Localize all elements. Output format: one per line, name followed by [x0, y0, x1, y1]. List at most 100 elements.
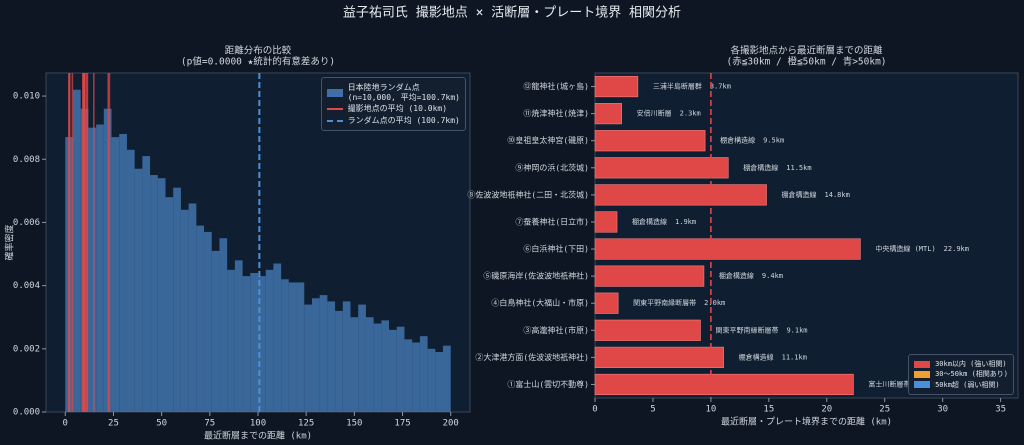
value-label: 14.8km [825, 191, 850, 199]
histogram-bar [219, 238, 228, 412]
value-label: 9.5km [763, 137, 784, 145]
y-tick-label: 0.002 [13, 344, 40, 354]
histogram-bar [196, 225, 205, 412]
legend-item: 日本陸地ランダム点 (n=10,000, 平均=100.7km) [326, 83, 460, 102]
bar [594, 319, 701, 341]
fault-name: 三浦半島断層群 [653, 82, 702, 91]
x-tick-label: 20 [821, 405, 832, 415]
y-tick-label: ⑥白浜神社(下田) [523, 244, 589, 254]
histogram-bar [281, 279, 289, 412]
value-label: 22.9km [944, 245, 969, 253]
histogram-bar [396, 326, 405, 412]
legend-label: 50km超 (弱い相関) [935, 380, 1000, 389]
fault-name: 安倍川断層 [637, 109, 672, 118]
x-axis-label: 最近断層までの距離 (km) [204, 430, 312, 442]
y-tick-label: ③高瀧神社(市原) [523, 325, 589, 335]
bar-label: 関東平野南縁断層帯 2.0km [633, 298, 725, 307]
histogram-bar [342, 301, 351, 412]
bar [594, 346, 724, 368]
histogram-bar [273, 263, 282, 412]
bar [594, 292, 619, 314]
bar [594, 130, 706, 152]
value-label: 9.1km [786, 326, 807, 334]
histogram-bar [427, 348, 436, 412]
histogram-bar [173, 187, 181, 412]
y-tick-label: ⑨神岡の浜(北茨城) [515, 162, 589, 172]
legend-swatch [914, 381, 931, 389]
x-tick-label: 10 [705, 405, 716, 415]
x-tick-label: 25 [108, 419, 119, 429]
histogram-bar [443, 345, 451, 412]
bar-label: 三浦半島断層群 3.7km [653, 82, 731, 91]
legend-label: 撮影地点の平均 (10.0km) [347, 104, 448, 114]
x-tick-label: 100 [250, 419, 266, 429]
histogram-bar [234, 260, 243, 412]
y-tick-label: 0.006 [13, 218, 40, 228]
chart-title: 各撮影地点から最近断層までの距離 [730, 45, 883, 57]
x-axis-label: 最近断層・プレート境界までの距離 (km) [721, 416, 892, 428]
bar [594, 75, 639, 98]
y-tick-label: ⑩皇祖皇太神宮(磯原) [507, 135, 589, 145]
legend-label: 30km以内 (強い相関) [935, 359, 1007, 368]
histogram-bar [142, 156, 151, 412]
fault-name: 棚倉構造線 [719, 271, 754, 280]
legend-swatch [914, 360, 931, 368]
histogram-bar [319, 295, 328, 412]
histogram-bar [365, 317, 374, 412]
x-tick-label: 0 [63, 419, 68, 429]
bar-label: 棚倉構造線 11.1km [739, 352, 807, 361]
y-tick-label: ②大津港方面(佐波波地祇神社) [475, 352, 589, 362]
x-tick-label: 15 [763, 405, 774, 415]
histogram-bar [119, 133, 127, 412]
bar-label: 棚倉構造線 1.9km [632, 217, 696, 226]
x-tick-label: 5 [650, 405, 655, 415]
y-tick-label: ④白鳥神社(大福山・市原) [491, 298, 589, 308]
histogram-bar [288, 282, 297, 412]
histogram-bar [157, 178, 166, 412]
legend-label: ランダム点の平均 (100.7km) [347, 115, 460, 125]
legend: 日本陸地ランダム点 (n=10,000, 平均=100.7km) 撮影地点の平均 … [320, 77, 466, 132]
x-tick-label: 0 [592, 405, 597, 415]
bar [594, 265, 705, 287]
x-tick-label: 50 [156, 419, 167, 429]
fault-name: 中央構造線 (MTL) [875, 244, 935, 253]
fault-name: 棚倉構造線 [739, 352, 774, 361]
fault-name: 棚倉構造線 [720, 136, 755, 145]
y-axis-label: 確率密度 [4, 224, 16, 260]
bar [594, 373, 854, 396]
figure-title: 益子祐司氏 撮影地点 × 活断層・プレート境界 相関分析 [343, 5, 681, 21]
legend-item: ランダム点の平均 (100.7km) [326, 115, 460, 126]
legend-item: 30km以内 (強い相関) [914, 360, 1008, 368]
y-tick-label: 0.010 [13, 92, 40, 102]
y-tick-label: ⑤磯原海岸(佐波波地祇神社) [483, 271, 589, 281]
value-label: 2.0km [704, 299, 725, 307]
y-tick-label: ⑫龍神社(城ヶ島) [523, 81, 589, 91]
y-tick-label: ⑧佐波波地祇神社(二田・北茨城) [467, 189, 589, 199]
y-tick-label: 0.000 [13, 408, 40, 418]
histogram-bar [404, 339, 413, 412]
legend-item: 30〜50km (相関あり) [914, 370, 1008, 378]
histogram-bar [96, 124, 104, 412]
x-tick-label: 75 [204, 419, 215, 429]
x-tick-label: 25 [879, 405, 890, 415]
bar [594, 211, 618, 233]
y-tick-label: 0.008 [13, 155, 40, 165]
bar [594, 238, 861, 260]
bar-label: 棚倉構造線 14.8km [782, 190, 850, 199]
legend: 30km以内 (強い相関) 30〜50km (相関あり) 50km超 (弱い相関) [908, 353, 1014, 395]
histogram-bar [88, 127, 97, 412]
histogram-bar [311, 298, 320, 412]
chart-subtitle: (p値=0.0000 ★統計的有意差あり) [181, 56, 335, 68]
value-label: 2.3km [680, 110, 701, 118]
chart-subtitle: (赤≦30km / 橙≦50km / 青>50km) [726, 56, 886, 68]
histogram-bar [72, 89, 81, 413]
histogram-bar [227, 269, 235, 412]
histogram-bar [111, 137, 120, 412]
bar-label: 安倍川断層 2.3km [637, 109, 701, 118]
histogram-bar [258, 276, 266, 412]
fault-name: 棚倉構造線 [743, 163, 778, 172]
histogram-bar [335, 310, 343, 412]
plot-area [594, 72, 1019, 399]
fault-name: 関東平野南縁断層帯 [715, 325, 778, 334]
